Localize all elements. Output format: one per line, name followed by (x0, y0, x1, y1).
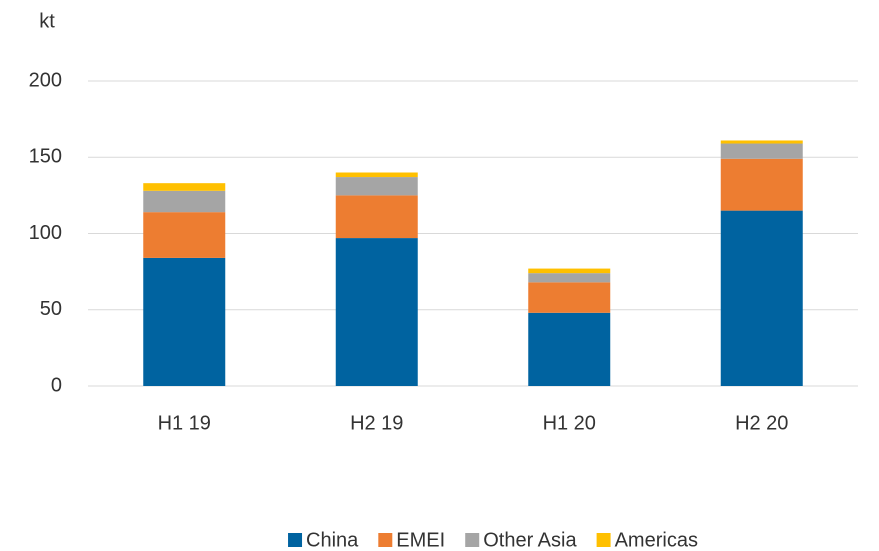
x-tick-label: H1 20 (543, 412, 596, 434)
legend-swatch (596, 533, 611, 547)
legend-label: Other Asia (483, 529, 577, 551)
y-tick-label: 200 (29, 69, 62, 91)
y-tick-label: 100 (29, 222, 62, 244)
bar-segment (528, 312, 611, 386)
bar-segment (335, 238, 418, 386)
legend-swatch (288, 533, 303, 547)
bar-segment (528, 268, 611, 274)
x-tick-label: H1 19 (158, 412, 211, 434)
x-tick-label: H2 19 (350, 412, 403, 434)
y-tick-label: 0 (51, 374, 62, 396)
bar-segment (720, 210, 803, 386)
bar-segment (335, 172, 418, 178)
bar-segment (528, 282, 611, 313)
bar-segment (720, 140, 803, 144)
bar-segment (143, 183, 226, 191)
bar-segment (143, 212, 226, 258)
legend-swatch (378, 533, 393, 547)
legend-label: EMEI (396, 529, 445, 551)
y-tick-label: 50 (40, 298, 62, 320)
bar-segment (720, 158, 803, 211)
y-tick-label: 150 (29, 146, 62, 168)
legend-label: China (306, 529, 359, 551)
bar-segment (143, 257, 226, 386)
bar-segment (143, 190, 226, 213)
y-axis-label: kt (39, 10, 55, 32)
x-tick-label: H2 20 (735, 412, 788, 434)
bar-segment (335, 177, 418, 196)
bar-segment (720, 143, 803, 159)
bar-segment (528, 273, 611, 283)
legend-label: Americas (615, 529, 698, 551)
legend-swatch (465, 533, 480, 547)
bar-segment (335, 195, 418, 239)
